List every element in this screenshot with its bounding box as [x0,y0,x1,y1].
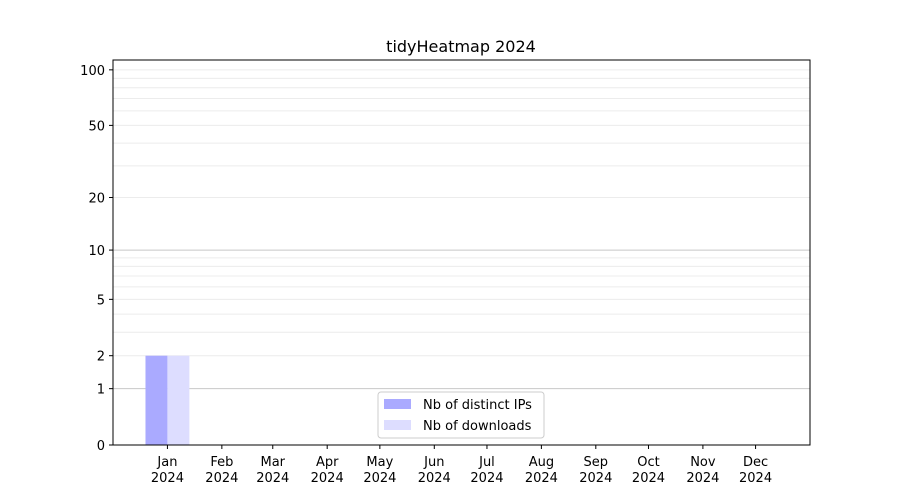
x-tick-label: Sep [584,455,609,470]
legend: Nb of distinct IPs Nb of downloads [377,391,545,439]
x-tick-label: Feb [210,455,233,470]
y-tick-label: 1 [97,383,105,398]
x-tick-label: Mar [261,455,286,470]
chart-title: tidyHeatmap 2024 [386,37,536,56]
x-tick-label: 2024 [363,471,396,486]
plot-frame [112,59,811,446]
x-tick-label: Jul [478,455,495,470]
x-tick-label: Dec [743,455,768,470]
x-tick-label: 2024 [632,471,665,486]
x-tick-label: Jun [423,455,444,470]
legend-swatch-ips [384,399,411,409]
y-tick-label: 20 [88,192,105,207]
bar-downloads [167,355,190,445]
x-tick-label: 2024 [151,471,184,486]
x-tick-label: Aug [529,455,554,470]
x-tick-label: 2024 [256,471,289,486]
y-tick-label: 5 [97,293,105,308]
legend-label-downloads: Nb of downloads [423,419,532,434]
x-tick-label: 2024 [418,471,451,486]
x-tick-label: 2024 [579,471,612,486]
x-tick-label: May [366,455,393,470]
x-tick-label: 2024 [739,471,772,486]
y-tick-label: 100 [80,64,105,79]
x-tick-label: Apr [316,455,339,470]
bar-distinct-ips [145,355,168,445]
x-tick-label: 2024 [525,471,558,486]
x-tick-label: Oct [637,455,659,470]
x-tick-label: 2024 [311,471,344,486]
x-tick-label: 2024 [686,471,719,486]
x-tick-label: Jan [156,455,177,470]
x-tick-label: Nov [690,455,716,470]
legend-swatch-downloads [384,420,411,430]
y-tick-label: 10 [88,244,105,259]
y-tick-label: 2 [97,350,105,365]
y-tick-label: 50 [88,119,105,134]
x-tick-label: 2024 [205,471,238,486]
legend-label-ips: Nb of distinct IPs [423,398,532,413]
x-tick-label: 2024 [470,471,503,486]
y-tick-label: 0 [97,439,105,454]
